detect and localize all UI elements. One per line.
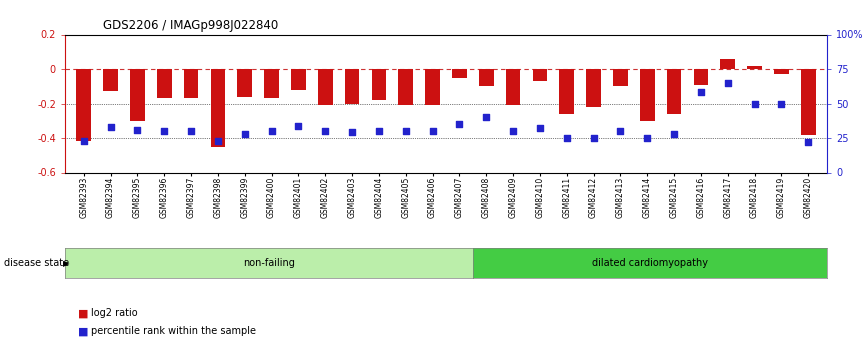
Point (586, 135, 600, 141)
Bar (479, 69, 494, 86)
Point (533, 126, 546, 131)
Bar (533, 69, 547, 81)
Bar (721, 59, 735, 69)
Bar (586, 69, 601, 107)
Point (399, 128, 413, 134)
Bar (184, 69, 198, 98)
Point (506, 128, 520, 134)
Bar (103, 69, 118, 91)
Bar (398, 69, 413, 105)
Bar (640, 69, 655, 121)
Point (158, 128, 171, 134)
Bar (130, 69, 145, 121)
Point (801, 139, 815, 145)
Text: non-failing: non-failing (243, 258, 295, 268)
Bar (613, 69, 628, 86)
Text: percentile rank within the sample: percentile rank within the sample (91, 326, 256, 336)
Point (774, 101, 788, 106)
Bar (157, 69, 171, 98)
Text: ■: ■ (78, 308, 88, 318)
Bar (667, 69, 682, 114)
Point (640, 135, 654, 141)
Point (559, 135, 573, 141)
Bar (210, 69, 225, 147)
Point (265, 128, 279, 134)
Bar (559, 69, 574, 114)
Point (238, 131, 252, 137)
Text: GDS2206 / IMAGp998J022840: GDS2206 / IMAGp998J022840 (103, 19, 278, 32)
Bar (747, 66, 762, 69)
Point (211, 138, 225, 144)
Bar (801, 69, 816, 135)
Point (479, 115, 493, 120)
Point (747, 101, 761, 106)
Point (694, 90, 708, 95)
Point (613, 128, 627, 134)
Point (104, 124, 118, 130)
Bar (345, 69, 359, 104)
Bar (76, 69, 91, 141)
Bar (774, 69, 789, 74)
Point (721, 80, 734, 86)
Point (667, 131, 681, 137)
Point (319, 128, 333, 134)
Point (452, 121, 466, 127)
Text: ■: ■ (78, 326, 88, 336)
Text: dilated cardiomyopathy: dilated cardiomyopathy (592, 258, 708, 268)
Point (292, 123, 306, 128)
Bar (264, 69, 279, 98)
Bar (506, 69, 520, 105)
Bar (291, 69, 306, 90)
Point (346, 130, 359, 135)
Bar (694, 69, 708, 85)
Text: disease state: disease state (4, 258, 69, 268)
Point (131, 127, 145, 132)
Text: ▶: ▶ (63, 258, 70, 268)
Bar (452, 69, 467, 78)
Bar (425, 69, 440, 105)
Point (372, 128, 386, 134)
Bar (372, 69, 386, 100)
Point (426, 128, 440, 134)
Point (77, 138, 91, 144)
Text: log2 ratio: log2 ratio (91, 308, 138, 318)
Bar (318, 69, 333, 105)
Point (184, 128, 198, 134)
Bar (237, 69, 252, 97)
